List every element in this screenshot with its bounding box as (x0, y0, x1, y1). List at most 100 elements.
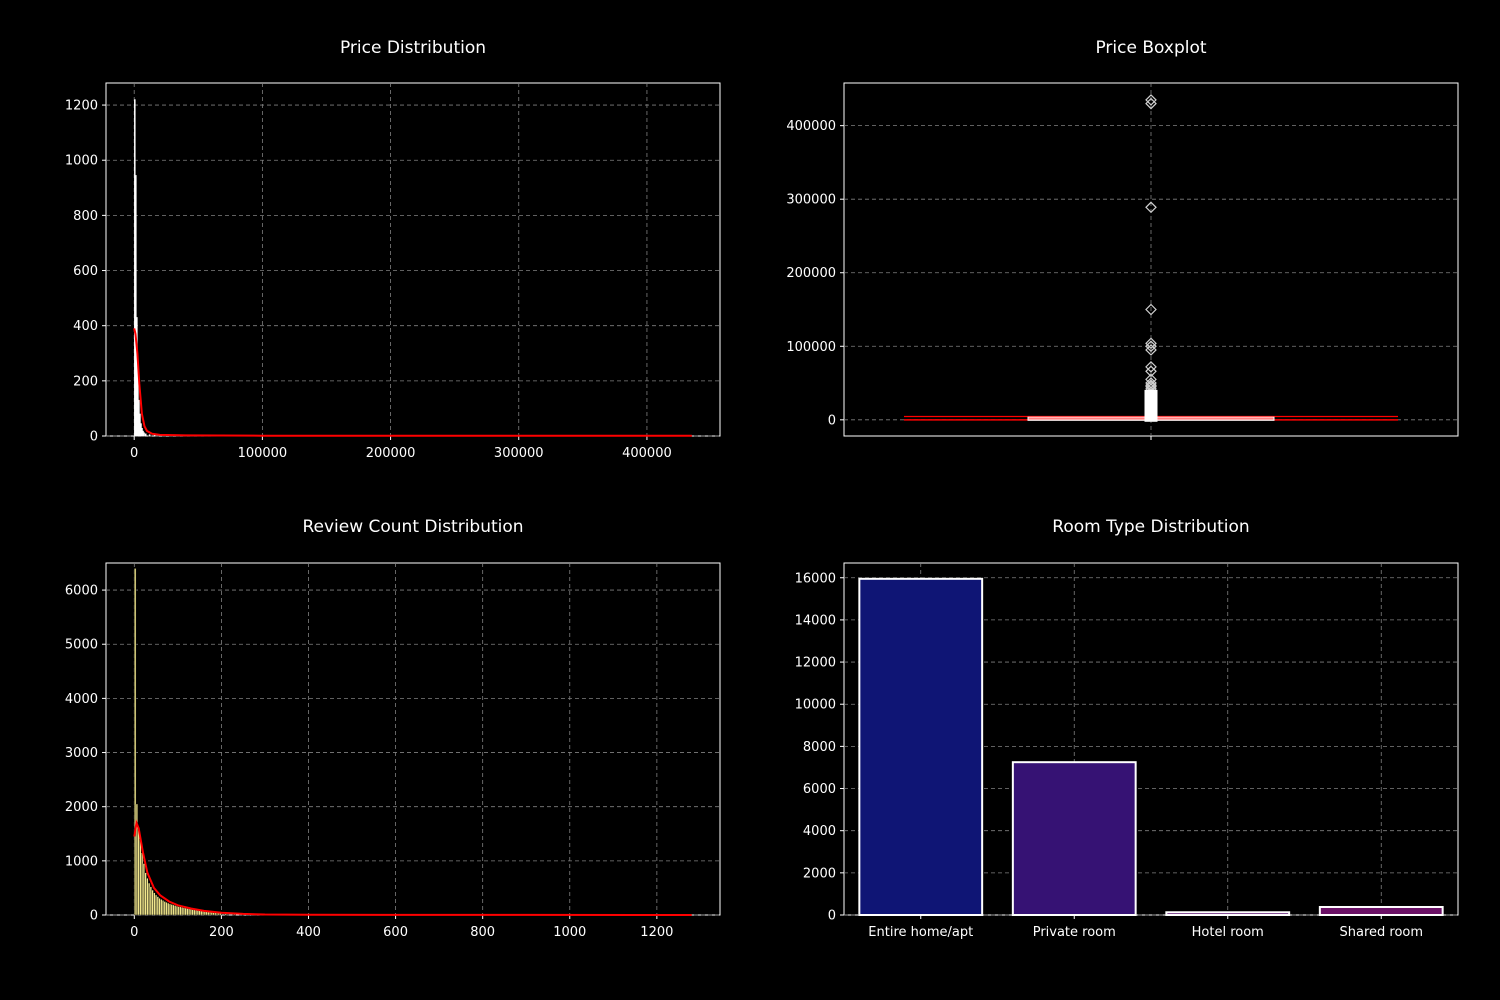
review-count-distribution-bar (163, 901, 166, 916)
review-count-distribution-bar (144, 872, 147, 916)
review-count-distribution-bar (167, 902, 170, 916)
price-boxplot-title: Price Boxplot (1095, 38, 1207, 58)
review-count-distribution-bar (170, 904, 173, 916)
price-boxplot-outlier-point (1145, 361, 1157, 373)
review-count-distribution-bar (181, 907, 184, 916)
room-type-distribution-ytick-label: 14000 (795, 613, 836, 628)
price-distribution-bar (148, 434, 151, 437)
room-type-distribution-ytick-label: 4000 (803, 824, 836, 839)
review-count-distribution-ytick-label: 0 (90, 909, 98, 924)
review-count-distribution-bar (200, 910, 203, 916)
review-count-distribution-ytick-label: 5000 (65, 638, 98, 653)
price-boxplot-outlier-point (1145, 337, 1157, 350)
room-type-distribution-bar (1165, 911, 1291, 917)
price-distribution-xtick-label: 100000 (238, 446, 288, 461)
price-boxplot-outlier-point (1145, 344, 1157, 356)
review-count-distribution-bar (142, 863, 145, 916)
price-boxplot-ytick-label: 0 (828, 413, 836, 428)
room-type-distribution-bar (1318, 905, 1444, 916)
price-distribution-frame (105, 82, 721, 437)
review-count-distribution-bar (141, 852, 144, 916)
review-count-distribution-xtick-label: 1200 (640, 925, 673, 940)
review-count-distribution-title: Review Count Distribution (302, 517, 524, 537)
room-type-distribution-bar (858, 577, 984, 917)
review-count-distribution-ytick-label: 4000 (65, 692, 98, 707)
price-distribution-bar (153, 434, 156, 437)
price-boxplot-outlier-point (1145, 97, 1157, 110)
price-boxplot-outlier-point (1145, 201, 1157, 214)
review-count-distribution-bar (161, 900, 165, 916)
room-type-distribution-ytick-label: 0 (828, 909, 836, 924)
review-count-distribution-bar (165, 902, 168, 916)
price-distribution-xtick-label: 0 (130, 446, 138, 461)
review-count-distribution-bar (168, 903, 172, 916)
price-distribution-xtick-label: 300000 (494, 446, 544, 461)
review-count-distribution-bar (151, 889, 154, 916)
price-boxplot-outlier-cluster (1144, 389, 1158, 422)
review-count-distribution-bar (149, 886, 152, 916)
room-type-distribution-xtick-label: Private room (1033, 925, 1116, 940)
review-count-distribution-bar (179, 906, 182, 916)
room-type-distribution-bar (1011, 761, 1137, 916)
review-count-distribution-xtick-label: 400 (296, 925, 321, 940)
price-boxplot-outlier-point (1145, 377, 1157, 389)
review-count-distribution-bar (158, 898, 161, 916)
review-count-distribution-bar (196, 910, 199, 916)
review-count-distribution-bar (198, 910, 201, 916)
price-distribution-bar (144, 433, 147, 437)
review-count-distribution-bar (184, 907, 187, 916)
review-count-distribution-bar (146, 877, 149, 916)
room-type-distribution-ytick-label: 8000 (803, 740, 836, 755)
review-count-distribution-bar (156, 896, 159, 916)
price-distribution-ytick-label: 1000 (65, 154, 98, 169)
price-distribution-ytick-label: 600 (73, 264, 98, 279)
review-count-distribution-bar (153, 892, 156, 916)
review-count-distribution-bar (182, 907, 186, 916)
room-type-distribution-title: Room Type Distribution (1052, 517, 1250, 537)
review-count-distribution-bar (193, 909, 196, 916)
price-distribution-bar (135, 175, 137, 437)
review-count-distribution-ytick-label: 3000 (65, 746, 98, 761)
room-type-distribution-xtick-label: Hotel room (1192, 925, 1264, 940)
review-count-distribution-xtick-label: 1000 (553, 925, 586, 940)
room-type-distribution-ytick-label: 10000 (795, 698, 836, 713)
price-distribution-xtick-label: 400000 (622, 446, 672, 461)
price-boxplot-outlier-point (1145, 365, 1157, 378)
price-distribution-xtick-label: 200000 (366, 446, 416, 461)
review-count-distribution-bar (134, 568, 137, 916)
review-count-distribution-bar (172, 904, 175, 916)
review-count-distribution-xtick-label: 800 (470, 925, 495, 940)
room-type-distribution-ytick-label: 12000 (795, 656, 836, 671)
review-count-distribution-bar (188, 908, 191, 916)
review-count-distribution-bar (175, 905, 179, 916)
review-count-distribution-xtick-label: 0 (130, 925, 138, 940)
price-boxplot-outlier-point (1145, 303, 1157, 316)
room-type-distribution-xtick-label: Entire home/apt (868, 925, 973, 940)
room-type-distribution-ytick-label: 2000 (803, 866, 836, 881)
review-count-distribution-bar (177, 906, 180, 916)
room-type-distribution-ytick-label: 6000 (803, 782, 836, 797)
price-distribution-kde-line (133, 328, 692, 437)
review-count-distribution-bar (155, 894, 158, 916)
review-count-distribution-bar (186, 908, 189, 916)
review-count-distribution-xtick-label: 200 (209, 925, 234, 940)
price-boxplot-ytick-label: 200000 (786, 266, 836, 281)
price-distribution-ytick-label: 1200 (65, 99, 98, 114)
room-type-distribution-ytick-label: 16000 (795, 571, 836, 586)
review-count-distribution-bar (174, 905, 177, 916)
review-count-distribution-ytick-label: 1000 (65, 854, 98, 869)
review-count-distribution-bar (189, 908, 192, 916)
review-count-distribution-bar (148, 882, 151, 916)
review-count-distribution-bar (160, 899, 163, 916)
review-count-distribution-bar (137, 828, 140, 916)
price-boxplot-ytick-label: 400000 (786, 119, 836, 134)
review-count-distribution-xtick-label: 600 (383, 925, 408, 940)
price-boxplot-outlier-point (1145, 340, 1157, 353)
price-distribution-bar (143, 432, 145, 437)
review-count-distribution-ytick-label: 6000 (65, 584, 98, 599)
price-distribution-ytick-label: 0 (90, 430, 98, 445)
review-count-distribution-frame (105, 562, 721, 916)
room-type-distribution-xtick-label: Shared room (1339, 925, 1423, 940)
review-count-distribution-bar (195, 909, 198, 916)
price-distribution-ytick-label: 400 (73, 319, 98, 334)
